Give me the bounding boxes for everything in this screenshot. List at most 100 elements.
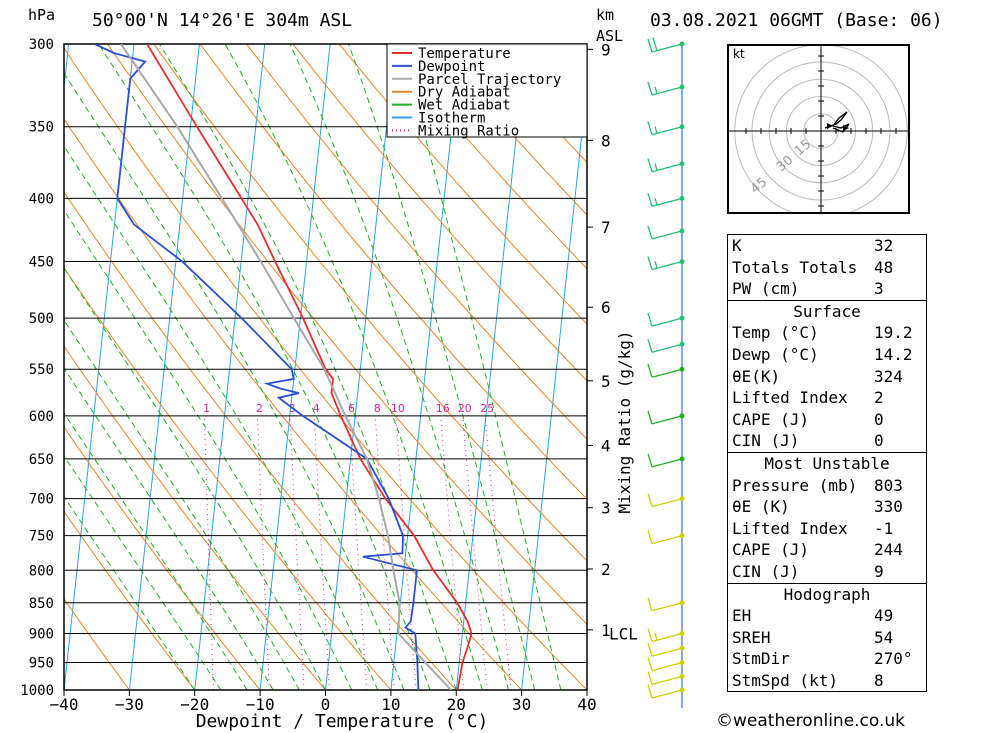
height-tick-label: 7 (601, 218, 611, 237)
wind-barb (647, 671, 685, 686)
index-row: StmDir 270° (728, 648, 927, 670)
index-value: -1 (874, 518, 894, 538)
index-row: θE(K) 324 (728, 366, 927, 388)
wind-barb (647, 256, 685, 271)
wind-barb-dot (679, 456, 685, 462)
index-label: Lifted Index (732, 388, 848, 408)
index-value: 324 (874, 366, 903, 386)
index-label: CIN (J) (732, 561, 800, 581)
storm-motion-marker (843, 125, 849, 131)
pressure-tick-label: 450 (29, 255, 54, 271)
dry-adiabat-line (64, 266, 392, 690)
wind-barb-dot (679, 124, 685, 130)
index-value: 49 (874, 606, 894, 626)
mixing-ratio-tick-label: 10 (391, 402, 405, 415)
index-value: 48 (874, 257, 894, 277)
wind-barb (647, 81, 685, 96)
index-label: Pressure (mb) (732, 475, 858, 495)
isotherm-line (259, 44, 331, 690)
wet-adiabat-line (348, 44, 536, 690)
wind-barb (647, 642, 685, 657)
wet-adiabat-line (64, 145, 379, 690)
index-label: PW (cm) (732, 279, 800, 299)
index-label: CAPE (J) (732, 540, 810, 560)
wind-barb-dot (679, 496, 685, 502)
mixing-ratio-line (313, 415, 331, 690)
wind-barb-dot (679, 630, 685, 636)
isotherm-line (0, 44, 3, 690)
index-row: Lifted Index 2 (728, 387, 927, 409)
index-value: 803 (874, 475, 903, 495)
mixing-ratio-tick-label: 8 (374, 402, 381, 415)
pressure-tick-label: 650 (29, 452, 54, 468)
height-unit-label: km (596, 6, 615, 24)
pressure-tick-label: 700 (29, 492, 54, 508)
isotherm-line (455, 44, 527, 690)
index-section-row: Surface (727, 299, 927, 323)
index-value: 14.2 (874, 344, 913, 364)
index-label: StmSpd (kt) (732, 670, 838, 690)
index-row: StmSpd (kt) 8 (728, 670, 927, 692)
wind-barb (647, 453, 685, 468)
wind-barb (647, 597, 685, 612)
dry-adiabat-line (64, 118, 522, 690)
wind-barb (647, 628, 685, 643)
wind-barb-dot (679, 659, 685, 665)
index-value: 270° (874, 649, 913, 669)
pressure-tick-label: 750 (29, 529, 54, 545)
hodograph-ring-label: 45 (748, 175, 770, 197)
wind-barb-dot (679, 673, 685, 679)
x-tick-label: 0 (321, 695, 331, 714)
dry-adiabat-line (64, 191, 457, 690)
pressure-tick-label: 900 (29, 626, 54, 642)
index-table: K 32 Totals Totals 48 PW (cm) 3 Surface Temp (°… (727, 234, 927, 693)
wind-barb (647, 121, 685, 136)
index-row: Temp (°C) 19.2 (728, 322, 927, 344)
index-label: CIN (J) (732, 431, 800, 451)
wind-barb (647, 364, 685, 378)
index-row: Dewp (°C) 14.2 (728, 344, 927, 366)
wind-barb-dot (679, 687, 685, 693)
pressure-unit-label: hPa (28, 6, 56, 24)
index-value: 2 (874, 388, 884, 408)
index-section-title: Most Unstable (727, 451, 927, 475)
x-tick-label: 40 (577, 695, 596, 714)
index-section-title: Hodograph (727, 582, 927, 606)
index-label: θE (K) (732, 497, 790, 517)
pressure-tick-label: 950 (29, 655, 54, 671)
index-value: 244 (874, 540, 903, 560)
index-value: 330 (874, 497, 903, 517)
x-tick-label: 30 (512, 695, 531, 714)
index-label: Lifted Index (732, 518, 848, 538)
x-tick-label: −40 (50, 695, 79, 714)
mixing-ratio-tick-label: 2 (256, 402, 263, 415)
location-title: 50°00'N 14°26'E 304m ASL (92, 10, 353, 31)
index-label: CAPE (J) (732, 409, 810, 429)
height-tick-label: 5 (601, 372, 611, 391)
legend-label: Dewpoint (418, 59, 485, 75)
wind-barb-dot (679, 533, 685, 539)
hodograph-ring-label: 30 (774, 153, 796, 175)
legend-label: Parcel Trajectory (418, 72, 561, 88)
index-row: Pressure (mb) 803 (728, 475, 927, 497)
x-tick-label: −30 (115, 695, 144, 714)
dry-adiabat-line (246, 44, 587, 440)
wind-barb-dot (679, 228, 685, 234)
x-axis-label: Dewpoint / Temperature (°C) (196, 711, 489, 732)
index-label: K (732, 236, 742, 255)
index-label: Dewp (°C) (732, 344, 819, 364)
mixing-ratio-tick-label: 25 (480, 402, 494, 415)
legend-label: Isotherm (418, 111, 485, 127)
legend-box (386, 43, 588, 138)
mixing-ratio-line (289, 415, 305, 690)
height-tick-label: 6 (601, 298, 611, 317)
dry-adiabat-line (385, 44, 587, 270)
index-label: StmDir (732, 649, 790, 669)
index-value: 3 (874, 279, 884, 299)
wind-barb (647, 493, 685, 508)
wet-adiabat-line (64, 495, 196, 690)
hodograph-unit: kt (733, 47, 745, 61)
